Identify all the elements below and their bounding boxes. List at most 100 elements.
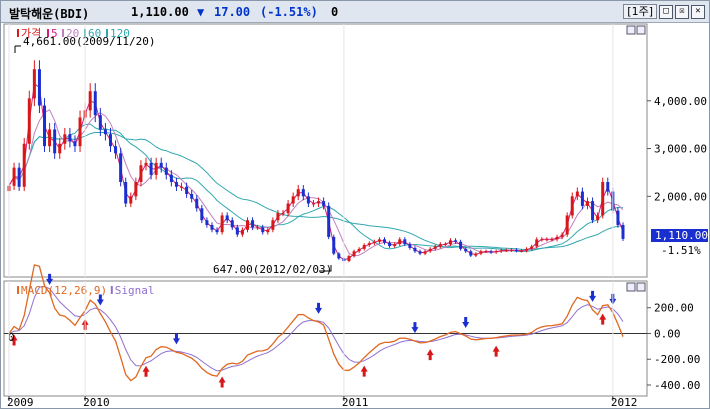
candle-body [12, 167, 16, 186]
candle-body [144, 162, 148, 166]
candle-body [555, 236, 559, 240]
candle-body [185, 186, 189, 194]
candle-body [621, 225, 625, 239]
candle-body [372, 241, 376, 244]
current-rate-label: -1.51% [661, 244, 701, 257]
candle-body [53, 129, 57, 154]
candle-body [103, 129, 107, 135]
candle-body [347, 256, 351, 261]
candle-body [464, 248, 468, 252]
candle-body [286, 203, 290, 214]
macd-tick-label: 200.00 [654, 302, 694, 315]
candle-body [545, 239, 549, 241]
candle-body [58, 143, 62, 154]
candle-body [474, 253, 478, 256]
candle-body [525, 248, 529, 251]
price-panel-controls[interactable] [626, 25, 646, 35]
macd-tick-label: 0.00 [654, 327, 681, 340]
price-tick-label: 2,000.00 [654, 190, 707, 203]
candle-body [281, 213, 285, 215]
candle-body [261, 227, 265, 233]
volume: 0 [331, 5, 339, 19]
macd-legend: MACD(12,26,9) Signal [17, 284, 155, 297]
chart-area[interactable]: 4,000.00 3,000.00 2,000.00 200.00 0.00 -200.0… [1, 23, 709, 408]
macd-close-icon[interactable] [636, 282, 646, 292]
candle-body [32, 69, 36, 99]
macd-line [8, 264, 624, 382]
candle-body [174, 182, 178, 187]
candle-body [423, 251, 427, 254]
symbol-name: 발탁해운(BDI) [9, 7, 90, 21]
legend-label: 20 [66, 27, 79, 40]
candle-body [504, 250, 508, 252]
candle-body [550, 239, 554, 241]
candle-body [570, 196, 574, 216]
candle-body [514, 249, 518, 251]
restore-icon[interactable]: □ [659, 4, 673, 19]
legend-label: 5 [51, 27, 58, 40]
x-tick-label: 2012 [611, 396, 638, 408]
candle-body [240, 229, 244, 235]
panel-minimize-icon[interactable] [626, 25, 636, 35]
candle-body [195, 198, 199, 209]
candle-body [93, 91, 97, 116]
candle-body [443, 244, 447, 246]
candle-body [433, 246, 437, 249]
price-tick-label: 4,000.00 [654, 95, 707, 108]
candle-body [560, 234, 564, 237]
candle-body [134, 182, 138, 197]
legend-label: Signal [115, 284, 155, 297]
buy-arrow-icon [599, 313, 607, 325]
candle-body [251, 220, 255, 228]
candle-body [301, 189, 305, 197]
candle-body [479, 251, 483, 254]
candle-body [585, 201, 589, 206]
legend-label: 가격 [21, 27, 41, 40]
candle-body [332, 236, 336, 254]
candle-body [362, 245, 366, 249]
candle-body [575, 191, 579, 197]
candle-body [601, 182, 605, 216]
close-icon[interactable]: ✕ [691, 4, 705, 19]
macd-minimize-icon[interactable] [626, 282, 636, 292]
legend-swatch [110, 286, 113, 294]
candle-body [27, 98, 31, 144]
candle-body [215, 229, 219, 233]
candle-body [337, 253, 341, 259]
candle-body [154, 162, 158, 175]
candle-body [235, 227, 239, 235]
macd-panel[interactable] [3, 280, 648, 397]
candle-body [454, 240, 458, 242]
sell-arrow-icon [462, 317, 470, 329]
candle-body [37, 69, 41, 106]
change-rate: (-1.51%) [260, 5, 318, 19]
ma60-line [8, 131, 624, 250]
candle-body [73, 141, 77, 147]
maximize-icon[interactable]: ☒ [675, 4, 689, 19]
candle-body [68, 134, 72, 142]
candle-body [393, 244, 397, 247]
sell-arrow-icon [589, 290, 597, 302]
candle-body [296, 189, 300, 197]
period-selector[interactable]: [1주] [623, 4, 657, 19]
buy-arrow-icon [492, 345, 500, 357]
legend-swatch [62, 29, 64, 37]
macd-panel-controls[interactable] [626, 282, 646, 292]
high-annotation: 4,661.00(2009/11/20) [23, 35, 155, 48]
candle-body [200, 208, 204, 221]
price-panel[interactable] [3, 23, 648, 278]
candle-body [180, 186, 184, 188]
sell-arrow-icon [96, 294, 104, 306]
panel-close-icon[interactable] [636, 25, 646, 35]
buy-arrow-icon [426, 349, 434, 361]
macd-zero-label: 0 [8, 331, 15, 344]
high-annotation-pointer [14, 45, 21, 53]
candle-body [317, 201, 321, 204]
title-bar: 발탁해운(BDI) 1,110.00 ▼ 17.00 (-1.51%) 0 [1… [1, 1, 709, 23]
buy-arrow-icon [10, 334, 18, 346]
candle-body [311, 203, 315, 205]
candle-body [169, 174, 173, 182]
current-price-box [651, 229, 708, 242]
candle-body [494, 251, 498, 253]
price-change: 17.00 [214, 5, 251, 19]
